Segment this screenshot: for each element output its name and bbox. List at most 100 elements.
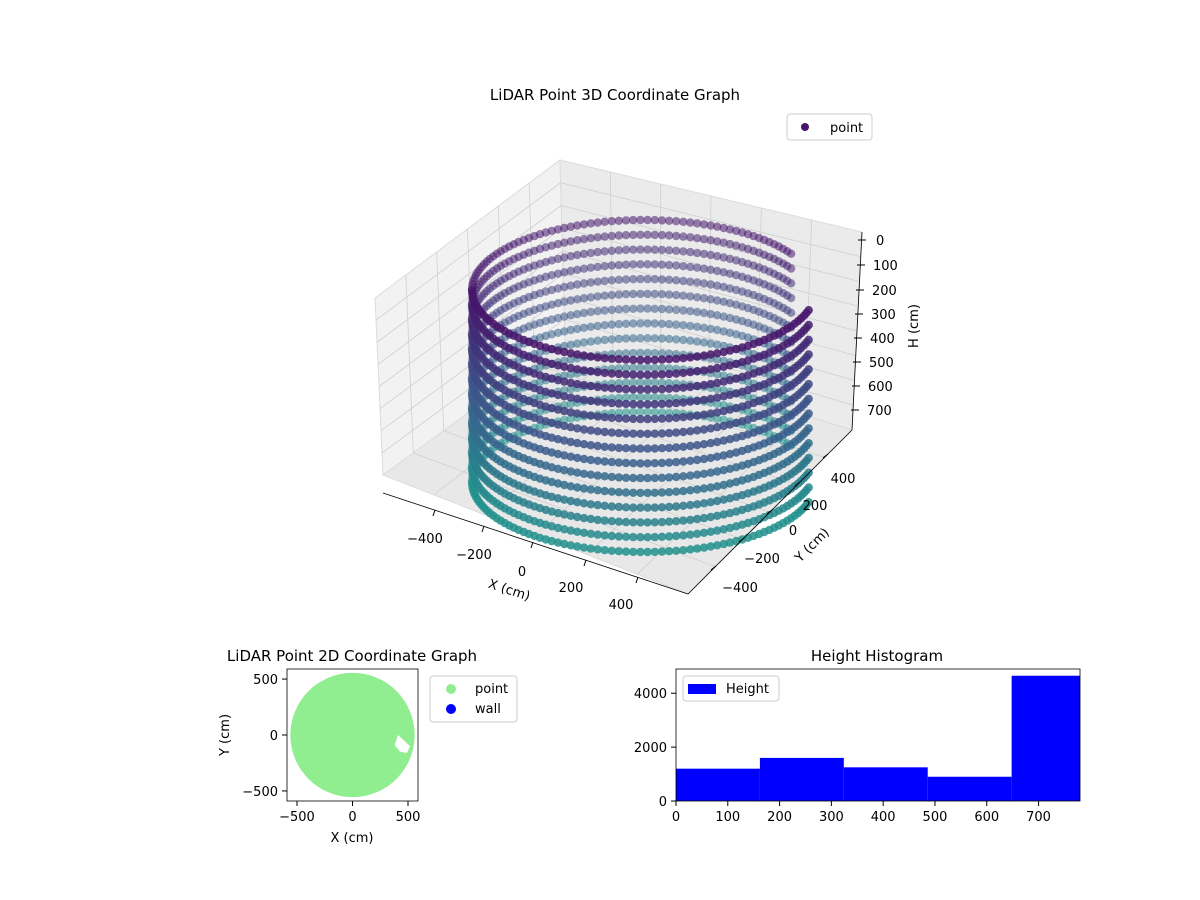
point-marker [693, 529, 702, 538]
point-marker [600, 413, 609, 422]
y-axis-label: Y (cm) [792, 525, 833, 566]
point-marker [706, 498, 715, 507]
point-marker [643, 319, 652, 328]
point-marker [643, 260, 652, 269]
point-marker [553, 420, 563, 429]
point-marker [593, 441, 602, 451]
point-marker [650, 355, 659, 365]
point-marker [573, 221, 582, 230]
point-marker [699, 469, 709, 478]
point-marker [566, 526, 575, 535]
point-marker [593, 247, 602, 257]
point-marker [693, 381, 702, 391]
point-marker [614, 275, 624, 284]
point-marker [657, 473, 667, 482]
point-marker [593, 471, 602, 480]
point-marker [686, 262, 695, 272]
point-marker [553, 346, 563, 355]
point-marker [664, 517, 674, 526]
point-marker [586, 411, 595, 420]
point-marker [607, 398, 616, 408]
point-marker [650, 488, 659, 497]
point-marker [586, 234, 595, 243]
point-marker [657, 349, 667, 358]
legend-marker-point [801, 123, 809, 131]
point-marker [553, 449, 563, 459]
point-marker [679, 413, 688, 422]
point-marker [586, 544, 595, 553]
point-marker [586, 470, 595, 479]
point-marker [573, 424, 582, 433]
point-marker [600, 247, 609, 256]
point-marker [621, 393, 631, 402]
point-marker [560, 406, 569, 416]
point-marker [706, 379, 715, 389]
point-marker [643, 245, 652, 254]
point-marker [725, 405, 735, 414]
point-marker [706, 350, 715, 359]
point-marker [706, 221, 715, 230]
point-marker [686, 247, 695, 257]
point-marker [699, 235, 709, 244]
point-marker [650, 289, 659, 299]
grid-line [560, 182, 861, 258]
point-marker [566, 355, 575, 364]
point-marker [706, 295, 715, 304]
point-marker [693, 500, 702, 509]
point-marker [621, 517, 631, 527]
point-marker [579, 264, 589, 273]
point-marker [786, 249, 796, 258]
point-marker [621, 473, 631, 482]
point-marker [586, 263, 595, 272]
point-marker [593, 500, 602, 510]
point-marker [579, 308, 589, 318]
point-marker [713, 526, 722, 535]
y-tick-label: 2000 [634, 741, 667, 756]
point-marker [600, 232, 609, 241]
point-marker [719, 341, 728, 351]
point-marker [586, 248, 595, 258]
point-marker [636, 245, 645, 254]
point-marker [579, 499, 589, 508]
point-marker [643, 348, 652, 358]
point-marker [693, 322, 702, 331]
point-marker [713, 296, 722, 305]
point-marker [566, 311, 575, 320]
point-marker [621, 349, 631, 358]
point-marker [566, 414, 575, 423]
point-marker [713, 399, 722, 409]
y-tick-label: 0 [270, 729, 278, 744]
point-marker [629, 503, 638, 512]
point-marker [713, 340, 722, 349]
point-marker [600, 427, 609, 437]
point-marker [657, 245, 667, 255]
point-marker [679, 546, 688, 555]
point-marker [621, 304, 631, 314]
point-marker [629, 407, 638, 417]
point-marker [706, 438, 715, 448]
point-marker [679, 247, 688, 256]
point-marker [706, 280, 715, 289]
point-marker [699, 410, 709, 419]
scatter2d-y-label: Y (cm) [218, 714, 233, 757]
point-marker [566, 363, 575, 373]
point-marker [553, 376, 563, 385]
legend-label: wall [475, 702, 501, 717]
histogram-title: Height Histogram [811, 647, 943, 665]
point-marker [706, 236, 715, 245]
point-marker [672, 546, 681, 555]
point-marker [686, 218, 695, 227]
point-marker [579, 235, 589, 244]
point-marker [636, 407, 645, 417]
point-marker [607, 354, 616, 363]
point-marker [607, 369, 616, 378]
point-marker [636, 444, 645, 453]
point-marker [566, 423, 575, 432]
point-marker [586, 500, 595, 509]
point-marker [643, 503, 652, 512]
point-marker [621, 385, 631, 394]
point-marker [686, 486, 695, 495]
point-marker [636, 533, 645, 542]
histogram-ticks: 0 100 200 300 400 500 600 700 0 2000 4000 [634, 687, 1051, 825]
